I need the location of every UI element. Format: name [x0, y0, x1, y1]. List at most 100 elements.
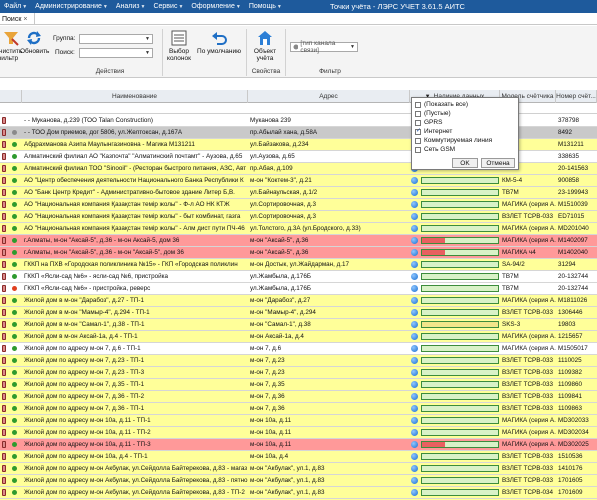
close-icon[interactable]: ×	[23, 15, 28, 23]
channel-type-select[interactable]: [тип канала связи] ▼	[290, 40, 358, 54]
object-point-button[interactable]: Объект учёта	[249, 30, 281, 62]
header-address[interactable]: Адрес	[248, 90, 410, 103]
cell-meter-model: ВЗЛЕТ ТСРВ-033	[502, 381, 554, 388]
table-row[interactable]: Жилой дом в м-он "Мамыр-4", д.294 - ТП-1…	[0, 307, 597, 319]
tab-search-label: Поиск	[2, 15, 22, 23]
table-row[interactable]: ГККП «Ясли-сад №6» - пристройка, реверс у…	[0, 283, 597, 295]
table-row[interactable]: Жилой дом по адресу м-он 10а, д.11 - ТП-…	[0, 427, 597, 439]
table-row[interactable]: ГККП «Ясли-сад №6» - ясли-сад №6, пристр…	[0, 271, 597, 283]
cancel-button[interactable]: Отмена	[481, 158, 515, 168]
table-row[interactable]: Жилой дом в м-он "Самал-1", д.38 - ТП-1 м…	[0, 319, 597, 331]
data-availability-bar	[421, 321, 499, 328]
meter-icon	[2, 477, 6, 484]
checkbox[interactable]	[415, 146, 421, 153]
globe-icon	[411, 273, 418, 280]
menu-item[interactable]: Сервис ▼	[149, 3, 187, 10]
meter-icon	[2, 213, 6, 220]
cell-meter-model: ВЗЛЕТ ТСРВ-033	[502, 369, 554, 376]
globe-icon	[411, 309, 418, 316]
cell-meter-number: ED71015	[558, 213, 585, 220]
status-dot-icon	[12, 190, 17, 195]
status-dot-icon	[12, 346, 17, 351]
filter-option[interactable]: GPRS	[415, 118, 442, 127]
refresh-button[interactable]: Обновить	[20, 30, 49, 55]
checkbox[interactable]	[415, 127, 421, 135]
checkbox[interactable]	[415, 110, 421, 117]
header-data-availability[interactable]: ▼ Наличие данных	[410, 90, 500, 103]
header-meter-number[interactable]: Номер счёт...	[556, 90, 597, 103]
header-meter-model[interactable]: Модель счётчика	[500, 90, 556, 103]
menu-item[interactable]: Помощь ▼	[245, 3, 286, 10]
filter-group-label: Фильтр	[319, 68, 341, 75]
table-row[interactable]: Жилой дом по адресу м-он 7, д.23 - ТП-1 м…	[0, 355, 597, 367]
cell-name: Жилой дом по адресу м-он 10а, д.11 - ТП-…	[24, 441, 151, 448]
search-input[interactable]: ▼	[79, 48, 153, 58]
meter-icon	[2, 249, 6, 256]
table-row[interactable]: Жилой дом по адресу м-он 7, д.6 - ТП-1 м-…	[0, 343, 597, 355]
defaults-button[interactable]: По умолчанию	[197, 30, 241, 55]
filter-row[interactable]	[0, 104, 597, 114]
table-row[interactable]: Жилой дом по адресу м-он 10а, д.4 - ТП-1…	[0, 451, 597, 463]
cell-address: м-он "Акбулак", ул.1, д.83	[250, 477, 325, 484]
data-availability-bar	[421, 489, 499, 496]
chevron-down-icon: ▼	[145, 50, 150, 56]
meter-icon	[2, 321, 6, 328]
table-row[interactable]: Жилой дом по адресу м-он 10а, д.11 - ТП-…	[0, 415, 597, 427]
cell-meter-number: 338635	[558, 153, 580, 160]
filter-option[interactable]: (Показать все)	[415, 100, 468, 109]
header-name[interactable]: Наименование	[22, 90, 248, 103]
table-row[interactable]: Жилой дом по адресу м-он 7, д.23 - ТП-3 м…	[0, 367, 597, 379]
menu-item[interactable]: Анализ ▼	[112, 3, 150, 10]
cell-name: АО "Банк Центр Кредит" - Административно…	[24, 189, 235, 196]
table-row[interactable]: Жилой дом по адресу м-он 7, д.35 - ТП-1 м…	[0, 379, 597, 391]
status-dot-icon	[12, 454, 17, 459]
checkbox[interactable]	[415, 137, 421, 144]
table-row[interactable]: Жилой дом в м-он "Дарабоз", д.27 - ТП-1 м…	[0, 295, 597, 307]
column-picker-button[interactable]: Выбор колонок	[164, 30, 194, 62]
table-row[interactable]: Жилой дом по адресу м-он Акбулак, ул.Сей…	[0, 475, 597, 487]
table-row[interactable]: г.Алматы, м-он "Аксай-5", д.36 - м-он Ак…	[0, 235, 597, 247]
menu-item[interactable]: Файл ▼	[0, 3, 31, 10]
cell-meter-model: МАГИКА ч4	[502, 249, 536, 256]
globe-icon	[411, 189, 418, 196]
tab-bar: Поиск ×	[0, 13, 597, 25]
cell-meter-model: ТВ7М	[502, 273, 519, 280]
filter-icon[interactable]: ▼	[425, 94, 431, 100]
checkbox[interactable]	[415, 101, 421, 108]
clear-filter-button[interactable]: Очистить фильтр	[0, 30, 22, 62]
ribbon-separator	[285, 29, 286, 76]
table-row[interactable]: АО "Национальная компания Қазақстан темі…	[0, 223, 597, 235]
table-row[interactable]: АО "Национальная компания Қазақстан темі…	[0, 199, 597, 211]
table-row[interactable]: г.Алматы, м-он "Аксай-5", д.36 - м-он "А…	[0, 247, 597, 259]
table-row[interactable]: Жилой дом по адресу м-он Акбулак, ул.Сей…	[0, 463, 597, 475]
cell-name: Жилой дом в м-он Аксай-1а, д.4 - ТП-1	[24, 333, 138, 340]
table-row[interactable]: Жилой дом по адресу м-он 7, д.36 - ТП-2 м…	[0, 391, 597, 403]
table-row[interactable]: Жилой дом по адресу м-он Акбулак, ул.Сей…	[0, 487, 597, 499]
menu-item[interactable]: Администрирование ▼	[31, 3, 112, 10]
cell-name: Алматинский филиал АО "Казпочта" "Алмати…	[24, 153, 243, 160]
table-row[interactable]: АО "Банк Центр Кредит" - Административно…	[0, 187, 597, 199]
checkbox[interactable]	[415, 119, 421, 126]
data-availability-bar	[421, 345, 499, 352]
table-row[interactable]: Жилой дом по адресу м-он 7, д.36 - ТП-1 м…	[0, 403, 597, 415]
cell-meter-model: ВЗЛЕТ ТСРВ-033	[502, 393, 554, 400]
filter-option[interactable]: Коммутируемая линия	[415, 136, 492, 145]
table-row[interactable]: Жилой дом в м-он Аксай-1а, д.4 - ТП-1 м-о…	[0, 331, 597, 343]
filter-option[interactable]: Интернет	[415, 127, 452, 136]
filter-option[interactable]: Сеть GSM	[415, 145, 455, 154]
filter-option[interactable]: (Пустые)	[415, 109, 451, 118]
table-row[interactable]: АО "Центр обеспечения деятельности Нацио…	[0, 175, 597, 187]
table-row[interactable]: ГККП на ПХВ «Городская поликлиника №15» …	[0, 259, 597, 271]
tab-search[interactable]: Поиск ×	[0, 13, 35, 25]
cell-meter-model: МАГИКА (серия А...	[502, 297, 556, 304]
table-row[interactable]: Жилой дом по адресу м-он 10а, д.11 - ТП-…	[0, 439, 597, 451]
table-row[interactable]: АО "Национальная компания Қазақстан темі…	[0, 211, 597, 223]
cell-name: Жилой дом по адресу м-он 7, д.35 - ТП-1	[24, 381, 145, 388]
cell-meter-model: ВЗЛЕТ ТСРВ-033	[502, 309, 554, 316]
menu-item[interactable]: Оформление ▼	[187, 3, 244, 10]
ok-button[interactable]: OK	[452, 158, 478, 168]
globe-icon	[411, 201, 418, 208]
cell-address: ул.Толстого, д.3А (ул.Бродского, д.33)	[250, 225, 361, 232]
group-select[interactable]: ▼	[79, 34, 153, 44]
meter-icon	[2, 417, 6, 424]
